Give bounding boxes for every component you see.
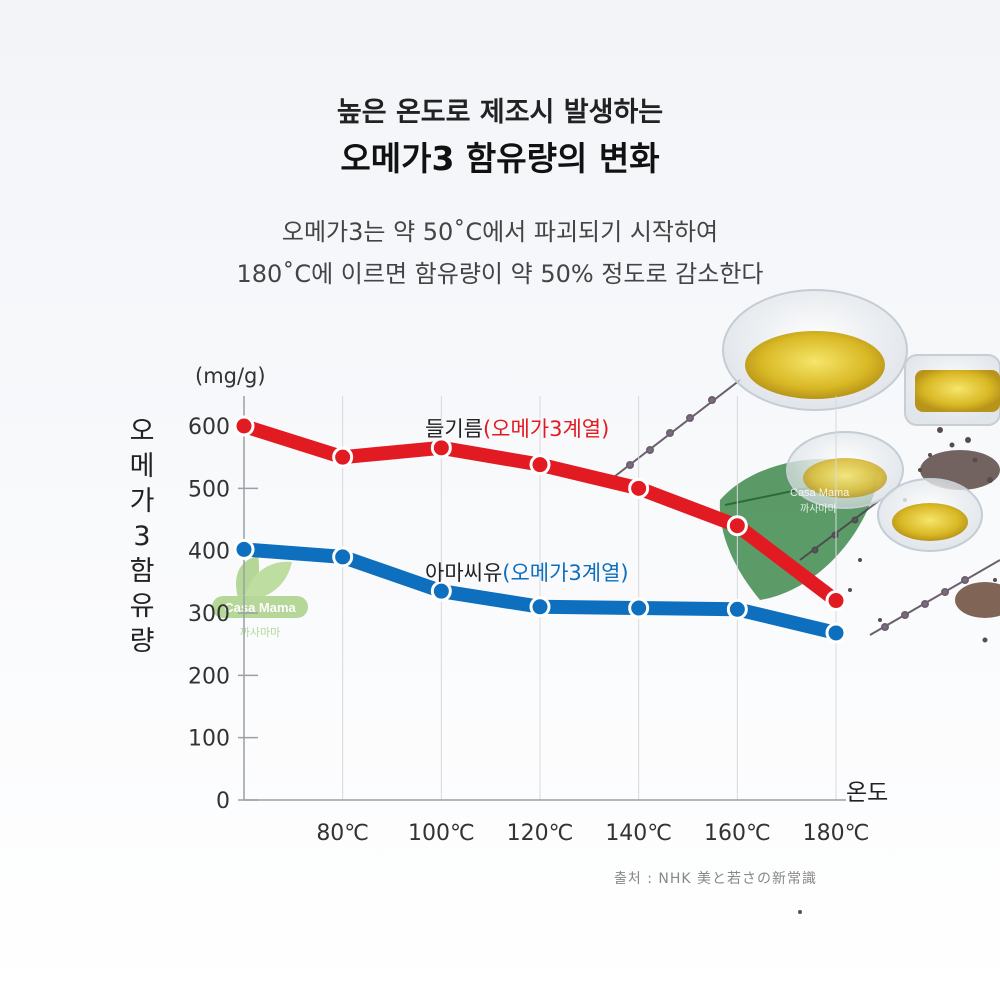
- title-line-1: 높은 온도로 제조시 발생하는: [336, 97, 664, 128]
- data-point: [529, 454, 551, 476]
- data-point: [726, 598, 748, 620]
- watermark-brand-small: Casa Mama: [790, 487, 850, 499]
- y-axis-label-char: 가: [129, 486, 155, 517]
- y-axis-label-char: 오: [129, 416, 155, 447]
- data-point: [430, 437, 452, 459]
- data-point: [430, 580, 452, 602]
- data-point: [825, 590, 847, 612]
- series-name-suffix: (오메가3계열): [502, 561, 628, 585]
- y-tick-label: 400: [188, 540, 230, 565]
- y-axis-label-char: 3: [133, 521, 151, 552]
- y-tick-label: 300: [188, 602, 230, 627]
- y-tick-label: 600: [188, 415, 230, 440]
- watermark-korean-small: 까사마마: [800, 503, 837, 515]
- x-tick-label: 160℃: [704, 821, 771, 846]
- y-axis-label-char: 량: [129, 626, 155, 657]
- data-point: [726, 515, 748, 537]
- data-point: [233, 538, 255, 560]
- y-tick-label: 500: [188, 477, 230, 502]
- y-axis-unit: (mg/g): [195, 364, 266, 388]
- source-citation: 출처 : NHK 美と若さの新常識: [614, 871, 818, 887]
- series-name-suffix: (오메가3계열): [483, 417, 609, 441]
- series-name: 들기름: [425, 417, 483, 441]
- data-point: [825, 622, 847, 644]
- casa-mama-watermark: Casa Mama 까사마마: [212, 556, 308, 639]
- watermark-korean: 까사마마: [240, 626, 280, 639]
- subtitle-line-1: 오메가3는 약 50˚C에서 파괴되기 시작하여: [281, 218, 719, 246]
- x-tick-label: 120℃: [507, 821, 574, 846]
- y-axis-label-char: 메: [129, 451, 155, 482]
- title-line-2: 오메가3 함유량의 변화: [340, 139, 660, 178]
- x-tick-label: 100℃: [408, 821, 475, 846]
- series-label-1: 들기름(오메가3계열): [425, 417, 609, 441]
- x-axis-label: 온도: [846, 780, 888, 806]
- data-point: [628, 477, 650, 499]
- y-axis-label-char: 함: [129, 556, 155, 587]
- watermark-brand: Casa Mama: [224, 600, 296, 615]
- data-point: [529, 596, 551, 618]
- x-tick-label: 140℃: [605, 821, 672, 846]
- x-tick-label: 80℃: [316, 821, 369, 846]
- y-axis-label-char: 유: [129, 591, 155, 622]
- subtitle-line-2: 180˚C에 이르면 함유량이 약 50% 정도로 감소한다: [236, 260, 764, 288]
- y-tick-label: 0: [216, 789, 230, 814]
- y-tick-label: 200: [188, 664, 230, 689]
- x-tick-label: 180℃: [803, 821, 870, 846]
- data-point: [332, 446, 354, 468]
- data-point: [628, 597, 650, 619]
- data-point: [233, 415, 255, 437]
- y-tick-label: 100: [188, 727, 230, 752]
- series-label-2: 아마씨유(오메가3계열): [425, 561, 629, 585]
- series-name: 아마씨유: [425, 561, 502, 585]
- data-point: [332, 546, 354, 568]
